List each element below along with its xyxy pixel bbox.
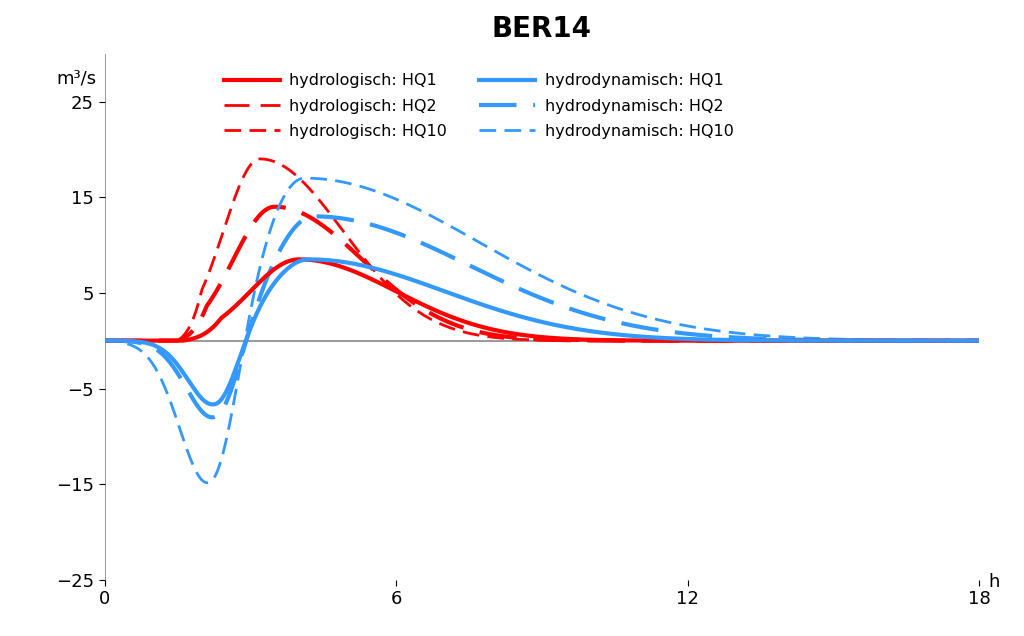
Legend: hydrologisch: HQ1, hydrologisch: HQ2, hydrologisch: HQ10, hydrodynamisch: HQ1, h: hydrologisch: HQ1, hydrologisch: HQ2, hy… [217, 67, 740, 146]
Text: m³/s: m³/s [56, 69, 96, 88]
Title: BER14: BER14 [492, 15, 592, 43]
Text: h: h [988, 574, 999, 591]
